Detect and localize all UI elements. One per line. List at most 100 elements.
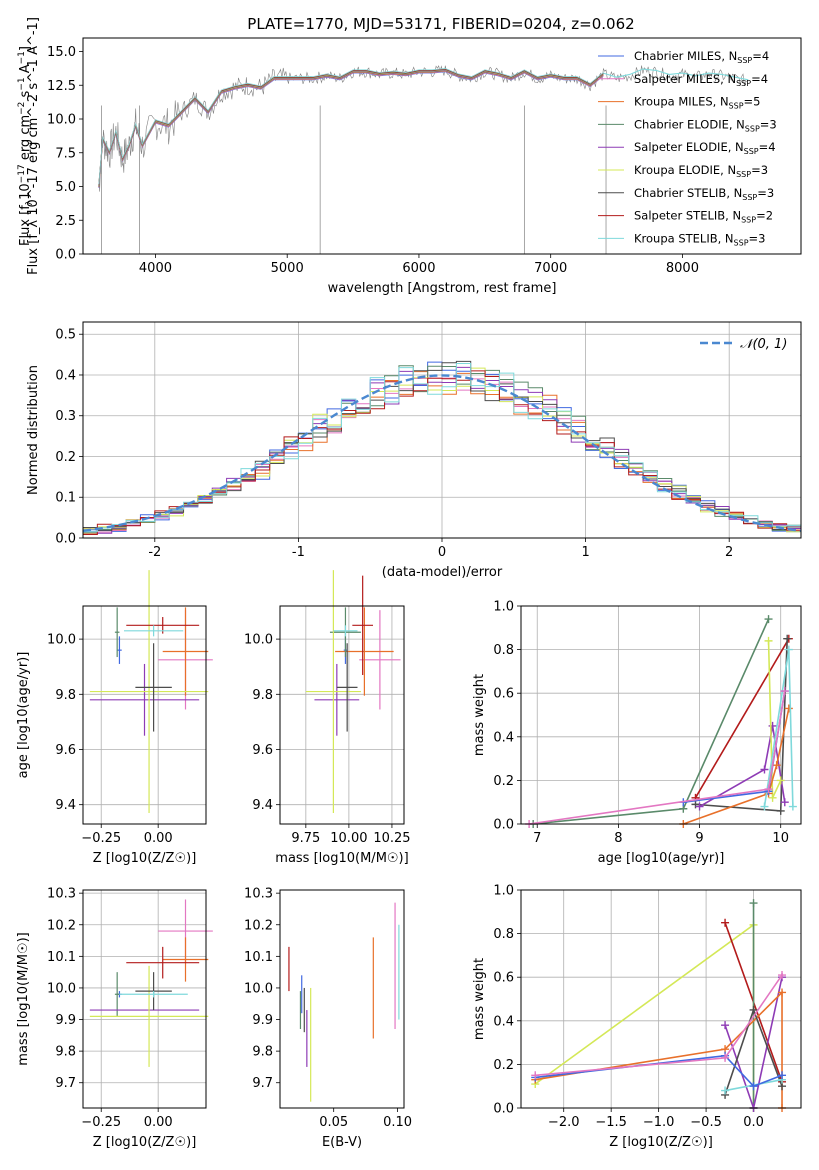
x-axis-label: (data-model)/error [382,565,503,580]
x-axis-label: Z [log10(Z/Z☉)] [93,851,197,866]
mass-weight-line [694,638,790,799]
y-tick-label: 0.4 [493,1014,514,1029]
x-tick-label: −1.5 [595,1115,627,1130]
x-tick-label: −0.25 [81,1115,121,1130]
x-tick-label: −0.5 [690,1115,722,1130]
x-tick-label: 0.05 [319,1115,348,1130]
y-tick-label: 10.1 [47,950,76,965]
x-tick-label: 0.0 [743,1115,764,1130]
mass-weight-vs-Z-panel: −2.0 −1.5 −1.0 −0.5 0.0 0.0 0.2 0.4 0.6 0.8 1.0 Z [… [472,884,802,1150]
x-tick-label: -1 [292,545,305,560]
y-tick-label: 10.3 [47,887,76,902]
mass-weight-marker [768,721,777,730]
y-tick-label: 0.8 [493,927,514,942]
axes-frame [520,889,802,1109]
x-tick-label: 8 [614,831,622,846]
mass-weight-marker [764,636,773,645]
y-tick-label: 9.6 [252,743,273,758]
residuals-panel: -2 -1 0 1 2 0.0 0.1 0.2 0.3 0.4 0.5 (data-model)/er… [26,321,802,580]
spectrum-model-tail [603,68,749,81]
axes-frame [279,605,405,825]
x-tick-label: 10.25 [373,831,410,846]
y-tick-label: 10.0 [47,113,76,128]
mass-weight-marker [721,1053,730,1062]
y-axis-label: Normed distribution [26,365,41,495]
mass-weight-line [724,977,783,1108]
mass-weight-marker [695,802,704,811]
mass-weight-marker [764,615,773,624]
y-tick-label: 10.2 [47,918,76,933]
mass-weight-marker [776,776,785,785]
spectrum-model-line [98,68,604,185]
x-tick-label: 1 [581,545,589,560]
y-tick-label: 10.0 [47,633,76,648]
axes-frame [82,889,207,1109]
y-tick-label: 7.5 [55,146,76,161]
y-tick-label: 0.2 [55,450,76,465]
mass-weight-marker [772,761,781,770]
spectrum-data-line [98,65,748,192]
x-tick-label: 6000 [402,261,435,276]
y-tick-label: 9.4 [252,798,273,813]
mass-weight-marker [749,1082,758,1091]
legend-entry: 𝒩(0, 1) [740,337,787,352]
y-tick-label: 5.0 [55,180,76,195]
y-tick-label: 9.8 [252,688,273,703]
y-axis-label: mass weight [472,674,487,756]
x-tick-label: 0.00 [144,831,173,846]
y-tick-label: 0.0 [493,818,514,833]
x-tick-label: 4000 [139,261,172,276]
y-tick-label: 1.0 [493,600,514,615]
axes-frame [279,889,405,1109]
mass-weight-marker [721,918,730,927]
x-tick-label: 5000 [271,261,304,276]
mass-weight-vs-age-panel: 7 8 9 10 0.0 0.2 0.4 0.6 0.8 1.0 age [log10(age/yr… [472,600,802,866]
y-tick-label: 0.3 [55,409,76,424]
x-axis-label: wavelength [Angstrom, rest frame] [328,281,557,296]
y-tick-label: 0.1 [55,491,76,506]
y-tick-label: 0.6 [493,971,514,986]
x-tick-label: 7000 [534,261,567,276]
mass-weight-marker [780,798,789,807]
x-tick-label: 8000 [666,261,699,276]
axes-frame [520,605,802,825]
y-tick-label: 0.2 [493,1058,514,1073]
y-tick-label: 10.1 [244,950,273,965]
y-tick-label: 12.5 [47,79,76,94]
y-tick-label: 9.8 [55,688,76,703]
mass-weight-marker [778,988,787,997]
x-axis-label: E(B-V) [322,1135,362,1150]
legend-entry: Kroupa ELODIE, NSSP=3 [634,163,768,179]
y-tick-label: 10.2 [244,918,273,933]
y-axis-label: Flux [f_λ 10^-17 erg cm^-2 s^-1 A^-1] [26,17,41,275]
legend-entry: Salpeter ELODIE, NSSP=4 [634,140,776,156]
y-tick-label: 9.6 [55,743,76,758]
y-tick-label: 0.5 [55,328,76,343]
age-vs-mass-panel: 9.75 10.00 10.25 9.4 9.6 9.8 10.0 mass [log10(M… [244,570,411,866]
spectrum-panel: 4000 5000 6000 7000 8000 0.0 2.5 5.0 7.5 10.0 12.5… [17,17,802,296]
y-tick-label: 10.0 [47,981,76,996]
x-tick-label: −2.0 [548,1115,580,1130]
mass-weight-marker [778,971,787,980]
mass-weight-line [683,708,790,824]
legend-entry: Chabrier MILES, NSSP=4 [634,49,769,65]
x-tick-label: −1.0 [643,1115,675,1130]
gaussian-curve [82,374,802,533]
x-tick-label: 0 [438,545,446,560]
legend-entry: Salpeter STELIB, NSSP=2 [634,209,773,225]
mass-weight-marker [784,645,793,654]
y-tick-label: 0.6 [493,687,514,702]
y-tick-label: 0.0 [55,248,76,263]
legend-entry: Kroupa STELIB, NSSP=3 [634,231,765,247]
y-axis-label: age [log10(age/yr)] [16,652,31,779]
mass-vs-EBV-panel: 0.05 0.10 9.7 9.8 9.9 10.0 10.1 10.2 10.3 E(B-V) [244,887,412,1150]
y-axis-label: mass weight [472,958,487,1040]
mass-weight-marker [764,785,773,794]
figure-title: PLATE=1770, MJD=53171, FIBERID=0204, z=0… [247,15,634,33]
x-tick-label: 0.00 [144,1115,173,1130]
x-tick-label: -2 [148,545,161,560]
y-tick-label: 9.8 [252,1045,273,1060]
y-tick-label: 0.0 [55,532,76,547]
x-tick-label: 9.75 [291,831,320,846]
y-tick-label: 10.0 [244,633,273,648]
